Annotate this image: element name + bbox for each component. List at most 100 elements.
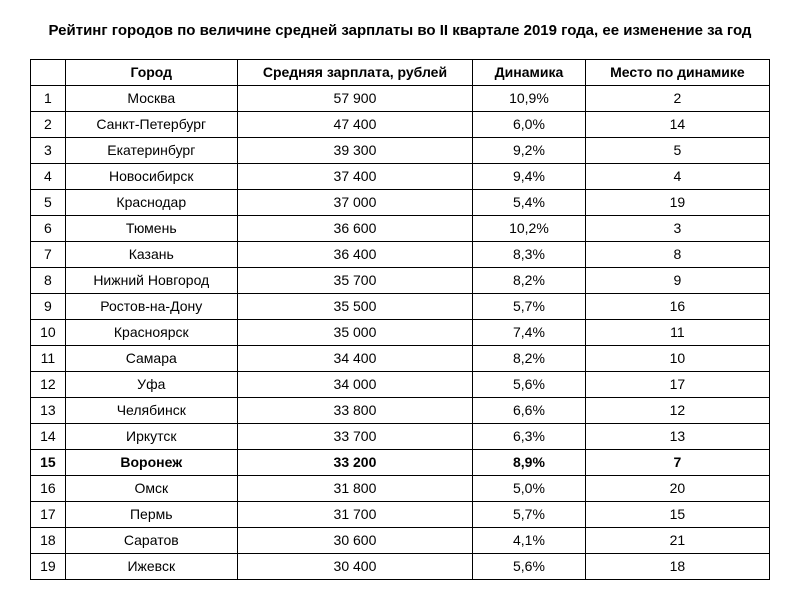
cell-dynamics: 8,3%: [473, 242, 586, 268]
cell-dynamics: 10,2%: [473, 216, 586, 242]
cell-salary: 35 000: [237, 320, 472, 346]
cell-index: 2: [31, 112, 66, 138]
cell-index: 7: [31, 242, 66, 268]
cell-index: 5: [31, 190, 66, 216]
cell-index: 9: [31, 294, 66, 320]
cell-index: 19: [31, 554, 66, 580]
cell-rank: 7: [585, 450, 769, 476]
cell-dynamics: 6,0%: [473, 112, 586, 138]
table-row: 5Краснодар37 0005,4%19: [31, 190, 770, 216]
cell-salary: 30 400: [237, 554, 472, 580]
cell-rank: 13: [585, 424, 769, 450]
cell-rank: 17: [585, 372, 769, 398]
cell-city: Москва: [65, 86, 237, 112]
cell-rank: 21: [585, 528, 769, 554]
cell-index: 3: [31, 138, 66, 164]
cell-rank: 12: [585, 398, 769, 424]
table-row: 14Иркутск33 7006,3%13: [31, 424, 770, 450]
col-header-index: [31, 60, 66, 86]
cell-salary: 35 500: [237, 294, 472, 320]
cell-rank: 19: [585, 190, 769, 216]
cell-index: 13: [31, 398, 66, 424]
page-title: Рейтинг городов по величине средней зарп…: [30, 20, 770, 41]
table-row: 17Пермь31 7005,7%15: [31, 502, 770, 528]
cell-salary: 57 900: [237, 86, 472, 112]
cell-index: 14: [31, 424, 66, 450]
cell-city: Саратов: [65, 528, 237, 554]
cell-salary: 34 000: [237, 372, 472, 398]
table-row: 12Уфа34 0005,6%17: [31, 372, 770, 398]
cell-dynamics: 6,3%: [473, 424, 586, 450]
cell-city: Краснодар: [65, 190, 237, 216]
cell-city: Новосибирск: [65, 164, 237, 190]
cell-city: Екатеринбург: [65, 138, 237, 164]
cell-rank: 20: [585, 476, 769, 502]
cell-city: Уфа: [65, 372, 237, 398]
cell-dynamics: 8,2%: [473, 346, 586, 372]
cell-dynamics: 5,7%: [473, 294, 586, 320]
cell-dynamics: 5,4%: [473, 190, 586, 216]
table-row: 3Екатеринбург39 3009,2%5: [31, 138, 770, 164]
cell-city: Ижевск: [65, 554, 237, 580]
cell-salary: 37 000: [237, 190, 472, 216]
cell-rank: 14: [585, 112, 769, 138]
table-row: 6Тюмень36 60010,2%3: [31, 216, 770, 242]
cell-dynamics: 9,4%: [473, 164, 586, 190]
cell-salary: 37 400: [237, 164, 472, 190]
cell-dynamics: 10,9%: [473, 86, 586, 112]
cell-rank: 5: [585, 138, 769, 164]
table-row: 13Челябинск33 8006,6%12: [31, 398, 770, 424]
cell-index: 17: [31, 502, 66, 528]
cell-dynamics: 7,4%: [473, 320, 586, 346]
cell-city: Санкт-Петербург: [65, 112, 237, 138]
cell-index: 6: [31, 216, 66, 242]
table-row: 4Новосибирск37 4009,4%4: [31, 164, 770, 190]
cell-dynamics: 5,7%: [473, 502, 586, 528]
cell-dynamics: 5,6%: [473, 372, 586, 398]
cell-city: Пермь: [65, 502, 237, 528]
cell-salary: 36 600: [237, 216, 472, 242]
col-header-rank: Место по динамике: [585, 60, 769, 86]
cell-city: Иркутск: [65, 424, 237, 450]
cell-city: Ростов-на-Дону: [65, 294, 237, 320]
cell-salary: 36 400: [237, 242, 472, 268]
cell-rank: 11: [585, 320, 769, 346]
cell-rank: 8: [585, 242, 769, 268]
table-header-row: Город Средняя зарплата, рублей Динамика …: [31, 60, 770, 86]
cell-rank: 4: [585, 164, 769, 190]
table-row: 16Омск31 8005,0%20: [31, 476, 770, 502]
cell-dynamics: 5,0%: [473, 476, 586, 502]
table-row: 15Воронеж33 2008,9%7: [31, 450, 770, 476]
cell-index: 18: [31, 528, 66, 554]
cell-index: 12: [31, 372, 66, 398]
table-row: 9Ростов-на-Дону35 5005,7%16: [31, 294, 770, 320]
cell-salary: 30 600: [237, 528, 472, 554]
cell-index: 1: [31, 86, 66, 112]
cell-rank: 18: [585, 554, 769, 580]
cell-index: 16: [31, 476, 66, 502]
cell-dynamics: 8,2%: [473, 268, 586, 294]
cell-salary: 47 400: [237, 112, 472, 138]
cell-city: Челябинск: [65, 398, 237, 424]
table-row: 1Москва57 90010,9%2: [31, 86, 770, 112]
cell-dynamics: 9,2%: [473, 138, 586, 164]
cell-rank: 10: [585, 346, 769, 372]
cell-index: 4: [31, 164, 66, 190]
cell-dynamics: 5,6%: [473, 554, 586, 580]
table-row: 2Санкт-Петербург47 4006,0%14: [31, 112, 770, 138]
cell-city: Воронеж: [65, 450, 237, 476]
cell-index: 10: [31, 320, 66, 346]
cell-salary: 31 800: [237, 476, 472, 502]
table-row: 8Нижний Новгород35 7008,2%9: [31, 268, 770, 294]
table-row: 11Самара34 4008,2%10: [31, 346, 770, 372]
cell-city: Красноярск: [65, 320, 237, 346]
col-header-dynamics: Динамика: [473, 60, 586, 86]
cell-salary: 34 400: [237, 346, 472, 372]
cell-salary: 33 700: [237, 424, 472, 450]
cell-rank: 9: [585, 268, 769, 294]
cell-salary: 31 700: [237, 502, 472, 528]
salary-ranking-table: Город Средняя зарплата, рублей Динамика …: [30, 59, 770, 580]
cell-salary: 33 800: [237, 398, 472, 424]
cell-rank: 3: [585, 216, 769, 242]
cell-dynamics: 6,6%: [473, 398, 586, 424]
